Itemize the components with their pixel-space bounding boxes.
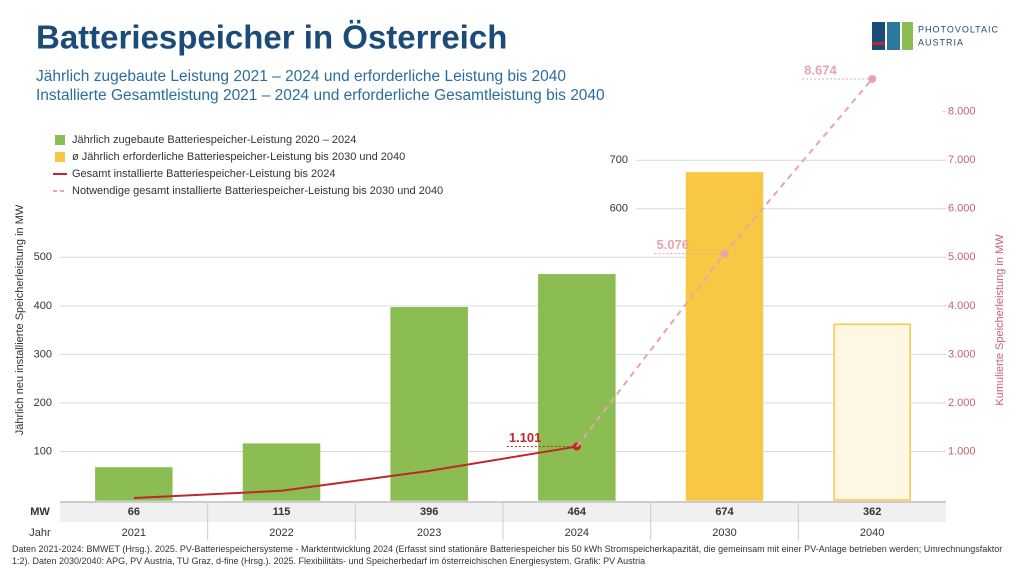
y2-tick-label: 6.000: [948, 203, 976, 215]
bar: [685, 172, 764, 501]
table-value: 66: [128, 506, 140, 518]
y2-tick-label: 2.000: [948, 397, 976, 409]
legend-swatch: [55, 135, 65, 145]
table-row-label: Jahr: [29, 527, 51, 539]
legend-label: Gesamt installierte Batteriespeicher-Lei…: [72, 168, 336, 180]
x-tick-label: 2040: [860, 527, 884, 539]
y2-axis-label: Kumulierte Speicherleistung in MW: [994, 234, 1006, 406]
line: [133, 445, 577, 500]
y-tick-label: 500: [34, 251, 52, 263]
legend-swatch: [55, 152, 65, 162]
bar: [833, 323, 911, 501]
y-tick-label: 300: [34, 348, 52, 360]
data-label: 8.674: [804, 62, 837, 77]
subtitle: Installierte Gesamtleistung 2021 – 2024 …: [36, 87, 605, 104]
table-value: 464: [568, 506, 587, 518]
table-value: 674: [715, 506, 734, 518]
y-axis-label: Jährlich neu installierte Speicherleistu…: [14, 204, 26, 435]
table-row-label: MW: [30, 506, 50, 518]
bar: [538, 274, 616, 501]
legend-label: ø Jährlich erforderliche Batteriespeiche…: [72, 151, 405, 163]
y-tick-label: 400: [34, 300, 52, 312]
table-value: 362: [863, 506, 881, 518]
x-tick-label: 2024: [565, 527, 589, 539]
logo: PHOTOVOLTAIC AUSTRIA: [872, 22, 999, 50]
table-value: 115: [273, 506, 291, 518]
y2-tick-label: 8.000: [948, 106, 976, 118]
y2-tick-label: 3.000: [948, 348, 976, 360]
y-tick-label: 600: [610, 203, 628, 215]
table-value: 396: [420, 506, 438, 518]
y-tick-label: 200: [34, 397, 52, 409]
x-tick-label: 2030: [712, 527, 736, 539]
y-tick-label: 700: [610, 154, 628, 166]
subtitle: Jährlich zugebaute Leistung 2021 – 2024 …: [36, 68, 566, 85]
y-tick-label: 100: [34, 445, 52, 457]
chart-title: Batteriespeicher in Österreich: [36, 19, 507, 56]
footnote: Daten 2021-2024: BMWET (Hrsg.). 2025. PV…: [12, 544, 1003, 566]
bar: [95, 467, 173, 501]
y2-tick-label: 7.000: [948, 154, 976, 166]
y2-tick-label: 1.000: [948, 445, 976, 457]
legend-label: Notwendige gesamt installierte Batteries…: [72, 185, 443, 197]
data-label: 5.076: [657, 237, 690, 252]
y2-tick-label: 4.000: [948, 300, 976, 312]
bar: [390, 307, 468, 501]
logo-text: AUSTRIA: [918, 37, 964, 47]
logo-text: PHOTOVOLTAIC: [918, 24, 999, 34]
x-tick-label: 2021: [122, 527, 146, 539]
legend-label: Jährlich zugebaute Batteriespeicher-Leis…: [72, 134, 356, 146]
y2-tick-label: 5.000: [948, 251, 976, 263]
x-tick-label: 2023: [417, 527, 441, 539]
x-tick-label: 2022: [269, 527, 293, 539]
data-label: 1.101: [509, 430, 542, 445]
